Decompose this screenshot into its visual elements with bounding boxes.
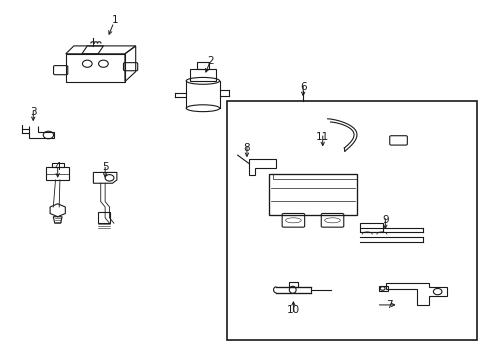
Bar xyxy=(98,212,109,223)
Bar xyxy=(359,223,383,232)
Text: 3: 3 xyxy=(30,107,37,117)
Bar xyxy=(288,282,298,287)
Bar xyxy=(46,167,69,180)
Bar xyxy=(268,174,356,215)
Text: 4: 4 xyxy=(54,162,61,172)
Text: 1: 1 xyxy=(111,15,118,25)
Text: 7: 7 xyxy=(385,300,392,310)
Text: 10: 10 xyxy=(286,305,299,315)
Text: 9: 9 xyxy=(381,215,388,225)
Bar xyxy=(272,174,356,179)
Bar xyxy=(197,62,208,68)
Bar xyxy=(52,163,63,167)
Bar xyxy=(378,286,386,291)
Bar xyxy=(65,54,125,82)
Text: 11: 11 xyxy=(315,132,329,142)
Bar xyxy=(227,101,476,340)
Text: 5: 5 xyxy=(102,162,108,172)
Text: 6: 6 xyxy=(299,82,306,92)
Text: 2: 2 xyxy=(206,56,213,66)
Bar xyxy=(189,68,216,81)
Text: 8: 8 xyxy=(243,143,250,153)
